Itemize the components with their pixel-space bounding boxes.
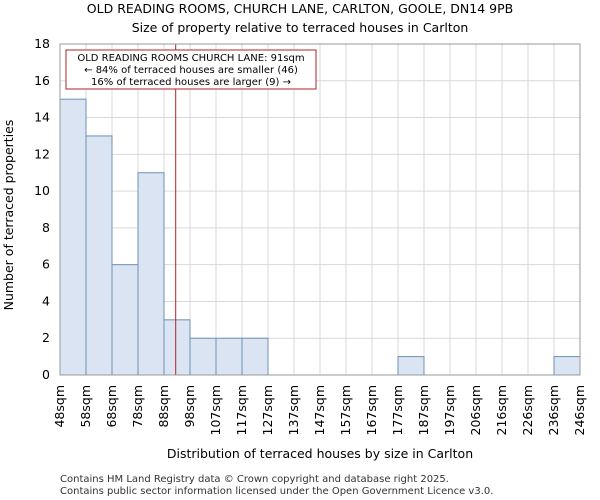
annotation-line-3: 16% of terraced houses are larger (9) → (91, 77, 291, 88)
x-tick-label: 206sqm (468, 385, 483, 435)
x-tick-label: 107sqm (208, 385, 223, 435)
annotation-box: OLD READING ROOMS CHURCH LANE: 91sqm ← 8… (65, 49, 317, 90)
histogram-bar (553, 356, 581, 376)
y-tick-label: 0 (42, 367, 50, 382)
x-tick-label: 78sqm (130, 385, 145, 428)
bars-group (59, 98, 581, 376)
x-tick-label: 68sqm (104, 385, 119, 428)
x-tick-label: 236sqm (546, 385, 561, 435)
y-tick-label: 4 (42, 293, 50, 308)
y-axis-label: Number of terraced properties (1, 120, 16, 311)
footer-line-2: Contains public sector information licen… (60, 486, 493, 497)
footer-line-1: Contains HM Land Registry data © Crown c… (60, 474, 449, 485)
y-tick-label: 2 (42, 330, 50, 345)
y-tick-label: 10 (34, 183, 50, 198)
y-tick-label: 8 (42, 220, 50, 235)
histogram-bar (59, 98, 87, 376)
chart-subtitle: Size of property relative to terraced ho… (132, 20, 469, 35)
y-tick-label: 6 (42, 257, 50, 272)
x-tick-labels: 48sqm 58sqm 68sqm 78sqm 88sqm 98sqm 107sqm 117s… (52, 385, 587, 435)
x-tick-label: 187sqm (416, 385, 431, 435)
y-tick-label: 18 (34, 36, 50, 51)
x-tick-label: 117sqm (234, 385, 249, 435)
histogram-bar (111, 264, 139, 376)
histogram-bar (163, 319, 191, 376)
x-tick-label: 226sqm (520, 385, 535, 435)
x-tick-label: 48sqm (52, 385, 67, 428)
x-tick-label: 88sqm (156, 385, 171, 428)
x-axis-label: Distribution of terraced houses by size … (167, 446, 473, 461)
x-tick-label: 177sqm (390, 385, 405, 435)
x-tick-label: 58sqm (78, 385, 93, 428)
x-tick-label: 246sqm (572, 385, 587, 435)
y-tick-labels: 0 2 4 6 8 10 12 14 16 18 (34, 36, 50, 382)
x-tick-label: 197sqm (442, 385, 457, 435)
y-tick-label: 14 (34, 110, 50, 125)
x-tick-label: 157sqm (338, 385, 353, 435)
y-tick-label: 12 (34, 146, 50, 161)
x-tick-label: 137sqm (286, 385, 301, 435)
x-tick-label: 98sqm (182, 385, 197, 428)
histogram-bar (241, 337, 269, 376)
chart-title: OLD READING ROOMS, CHURCH LANE, CARLTON,… (87, 1, 513, 16)
x-tick-label: 127sqm (260, 385, 275, 435)
histogram-bar (85, 135, 113, 376)
x-tick-label: 216sqm (494, 385, 509, 435)
histogram-bar (215, 337, 243, 376)
plot-frame (59, 43, 581, 376)
annotation-line-1: OLD READING ROOMS CHURCH LANE: 91sqm (77, 53, 304, 64)
histogram-bar (189, 337, 217, 376)
x-tick-label: 147sqm (312, 385, 327, 435)
histogram-bar (137, 172, 165, 376)
annotation-border (65, 49, 317, 90)
y-tick-label: 16 (34, 73, 50, 88)
x-tick-label: 167sqm (364, 385, 379, 435)
histogram-bar (397, 356, 425, 376)
annotation-line-2: ← 84% of terraced houses are smaller (46… (84, 65, 298, 76)
